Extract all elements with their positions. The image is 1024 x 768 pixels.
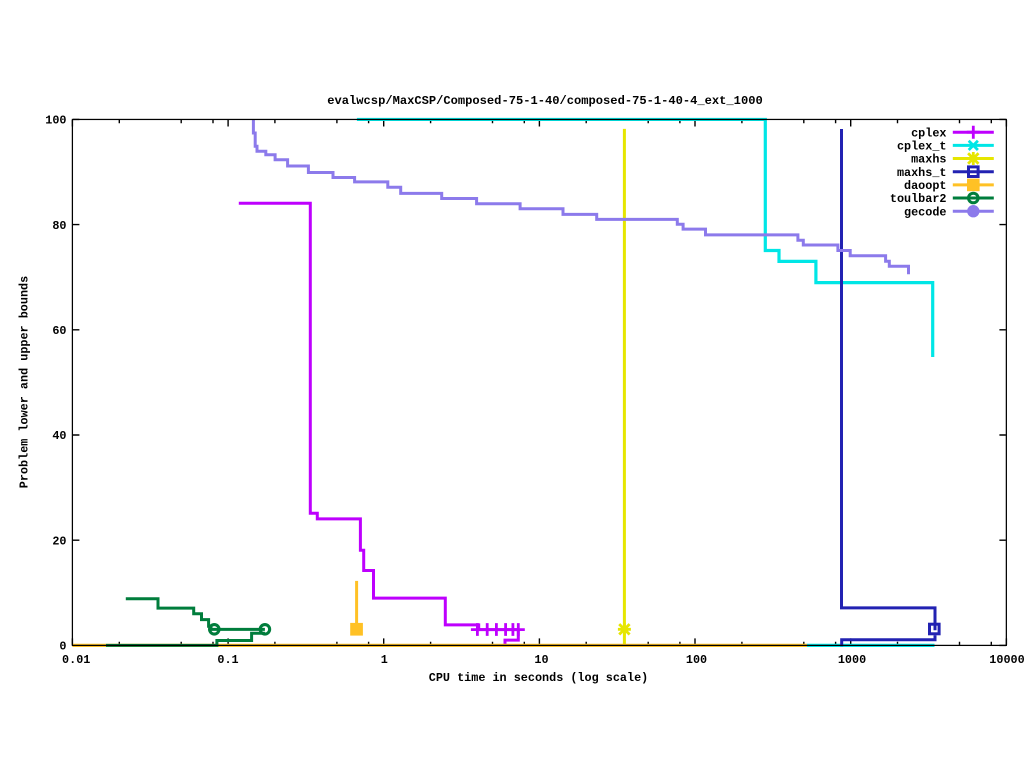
svg-text:toulbar2: toulbar2 bbox=[890, 192, 947, 206]
svg-text:maxhs_t: maxhs_t bbox=[897, 166, 947, 180]
svg-text:40: 40 bbox=[52, 429, 66, 443]
svg-text:80: 80 bbox=[52, 219, 66, 233]
svg-text:0.01: 0.01 bbox=[62, 653, 90, 667]
svg-text:100: 100 bbox=[45, 114, 66, 128]
svg-text:20: 20 bbox=[52, 534, 66, 548]
svg-text:100: 100 bbox=[686, 653, 707, 667]
svg-text:60: 60 bbox=[52, 324, 66, 338]
svg-text:1: 1 bbox=[381, 653, 388, 667]
svg-text:daoopt: daoopt bbox=[904, 179, 946, 193]
svg-text:gecode: gecode bbox=[904, 205, 946, 219]
svg-text:evalwcsp/MaxCSP/Composed-75-1-: evalwcsp/MaxCSP/Composed-75-1-40/compose… bbox=[327, 94, 762, 108]
svg-text:1000: 1000 bbox=[838, 653, 866, 667]
svg-text:10000: 10000 bbox=[989, 653, 1024, 667]
svg-text:cplex_t: cplex_t bbox=[897, 140, 947, 154]
svg-text:Problem lower and upper bounds: Problem lower and upper bounds bbox=[18, 276, 32, 488]
svg-text:10: 10 bbox=[534, 653, 548, 667]
svg-text:cplex: cplex bbox=[911, 126, 946, 140]
svg-text:0: 0 bbox=[59, 640, 66, 654]
svg-text:CPU time in seconds (log scale: CPU time in seconds (log scale) bbox=[429, 671, 648, 685]
svg-text:0.1: 0.1 bbox=[217, 653, 238, 667]
svg-text:maxhs: maxhs bbox=[911, 153, 946, 167]
